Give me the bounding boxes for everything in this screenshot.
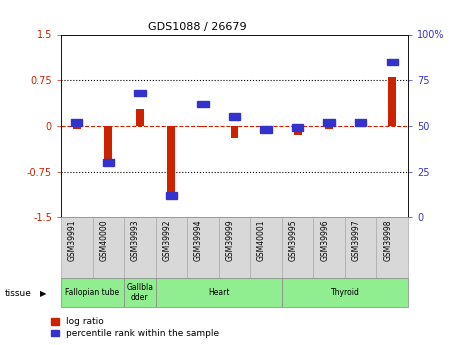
- Bar: [345, 217, 377, 278]
- Text: GSM39991: GSM39991: [68, 219, 77, 261]
- Text: GSM39995: GSM39995: [288, 219, 298, 261]
- Bar: [166, 192, 177, 199]
- Text: GSM39997: GSM39997: [352, 219, 361, 261]
- Bar: [231, 126, 238, 138]
- Bar: [197, 101, 209, 107]
- Text: tissue: tissue: [5, 289, 31, 298]
- Bar: [355, 119, 366, 126]
- Bar: [104, 126, 112, 159]
- Bar: [219, 217, 250, 278]
- Text: Heart: Heart: [208, 288, 229, 297]
- Bar: [386, 59, 398, 65]
- Text: ▶: ▶: [40, 289, 46, 298]
- Bar: [324, 119, 335, 126]
- Bar: [282, 217, 313, 278]
- Text: GSM39994: GSM39994: [194, 219, 203, 261]
- Text: GSM40000: GSM40000: [99, 219, 108, 261]
- Bar: [250, 217, 282, 278]
- Bar: [134, 90, 145, 96]
- Text: GSM39993: GSM39993: [131, 219, 140, 261]
- Text: GSM39999: GSM39999: [226, 219, 234, 261]
- Bar: [103, 159, 114, 166]
- Text: Gallbla
dder: Gallbla dder: [126, 283, 153, 302]
- Text: GSM39998: GSM39998: [383, 219, 392, 261]
- Bar: [187, 217, 219, 278]
- Bar: [156, 217, 187, 278]
- Bar: [92, 217, 124, 278]
- Text: Fallopian tube: Fallopian tube: [66, 288, 120, 297]
- Legend: log ratio, percentile rank within the sample: log ratio, percentile rank within the sa…: [52, 317, 219, 338]
- Bar: [388, 77, 396, 126]
- Bar: [325, 126, 333, 129]
- Text: GSM39992: GSM39992: [162, 219, 171, 261]
- Bar: [229, 114, 240, 120]
- Text: GSM40001: GSM40001: [257, 219, 266, 261]
- Bar: [167, 126, 175, 193]
- Bar: [199, 126, 207, 127]
- Bar: [61, 217, 92, 278]
- Bar: [260, 126, 272, 133]
- Bar: [71, 119, 83, 126]
- Bar: [61, 278, 124, 307]
- Bar: [136, 109, 144, 126]
- Text: Thyroid: Thyroid: [331, 288, 359, 297]
- Bar: [73, 126, 81, 129]
- Bar: [124, 217, 156, 278]
- Bar: [292, 125, 303, 131]
- Bar: [377, 217, 408, 278]
- Bar: [313, 217, 345, 278]
- Bar: [282, 278, 408, 307]
- Bar: [124, 278, 156, 307]
- Text: GSM39996: GSM39996: [320, 219, 329, 261]
- Text: GDS1088 / 26679: GDS1088 / 26679: [148, 22, 246, 32]
- Bar: [156, 278, 282, 307]
- Bar: [294, 126, 302, 135]
